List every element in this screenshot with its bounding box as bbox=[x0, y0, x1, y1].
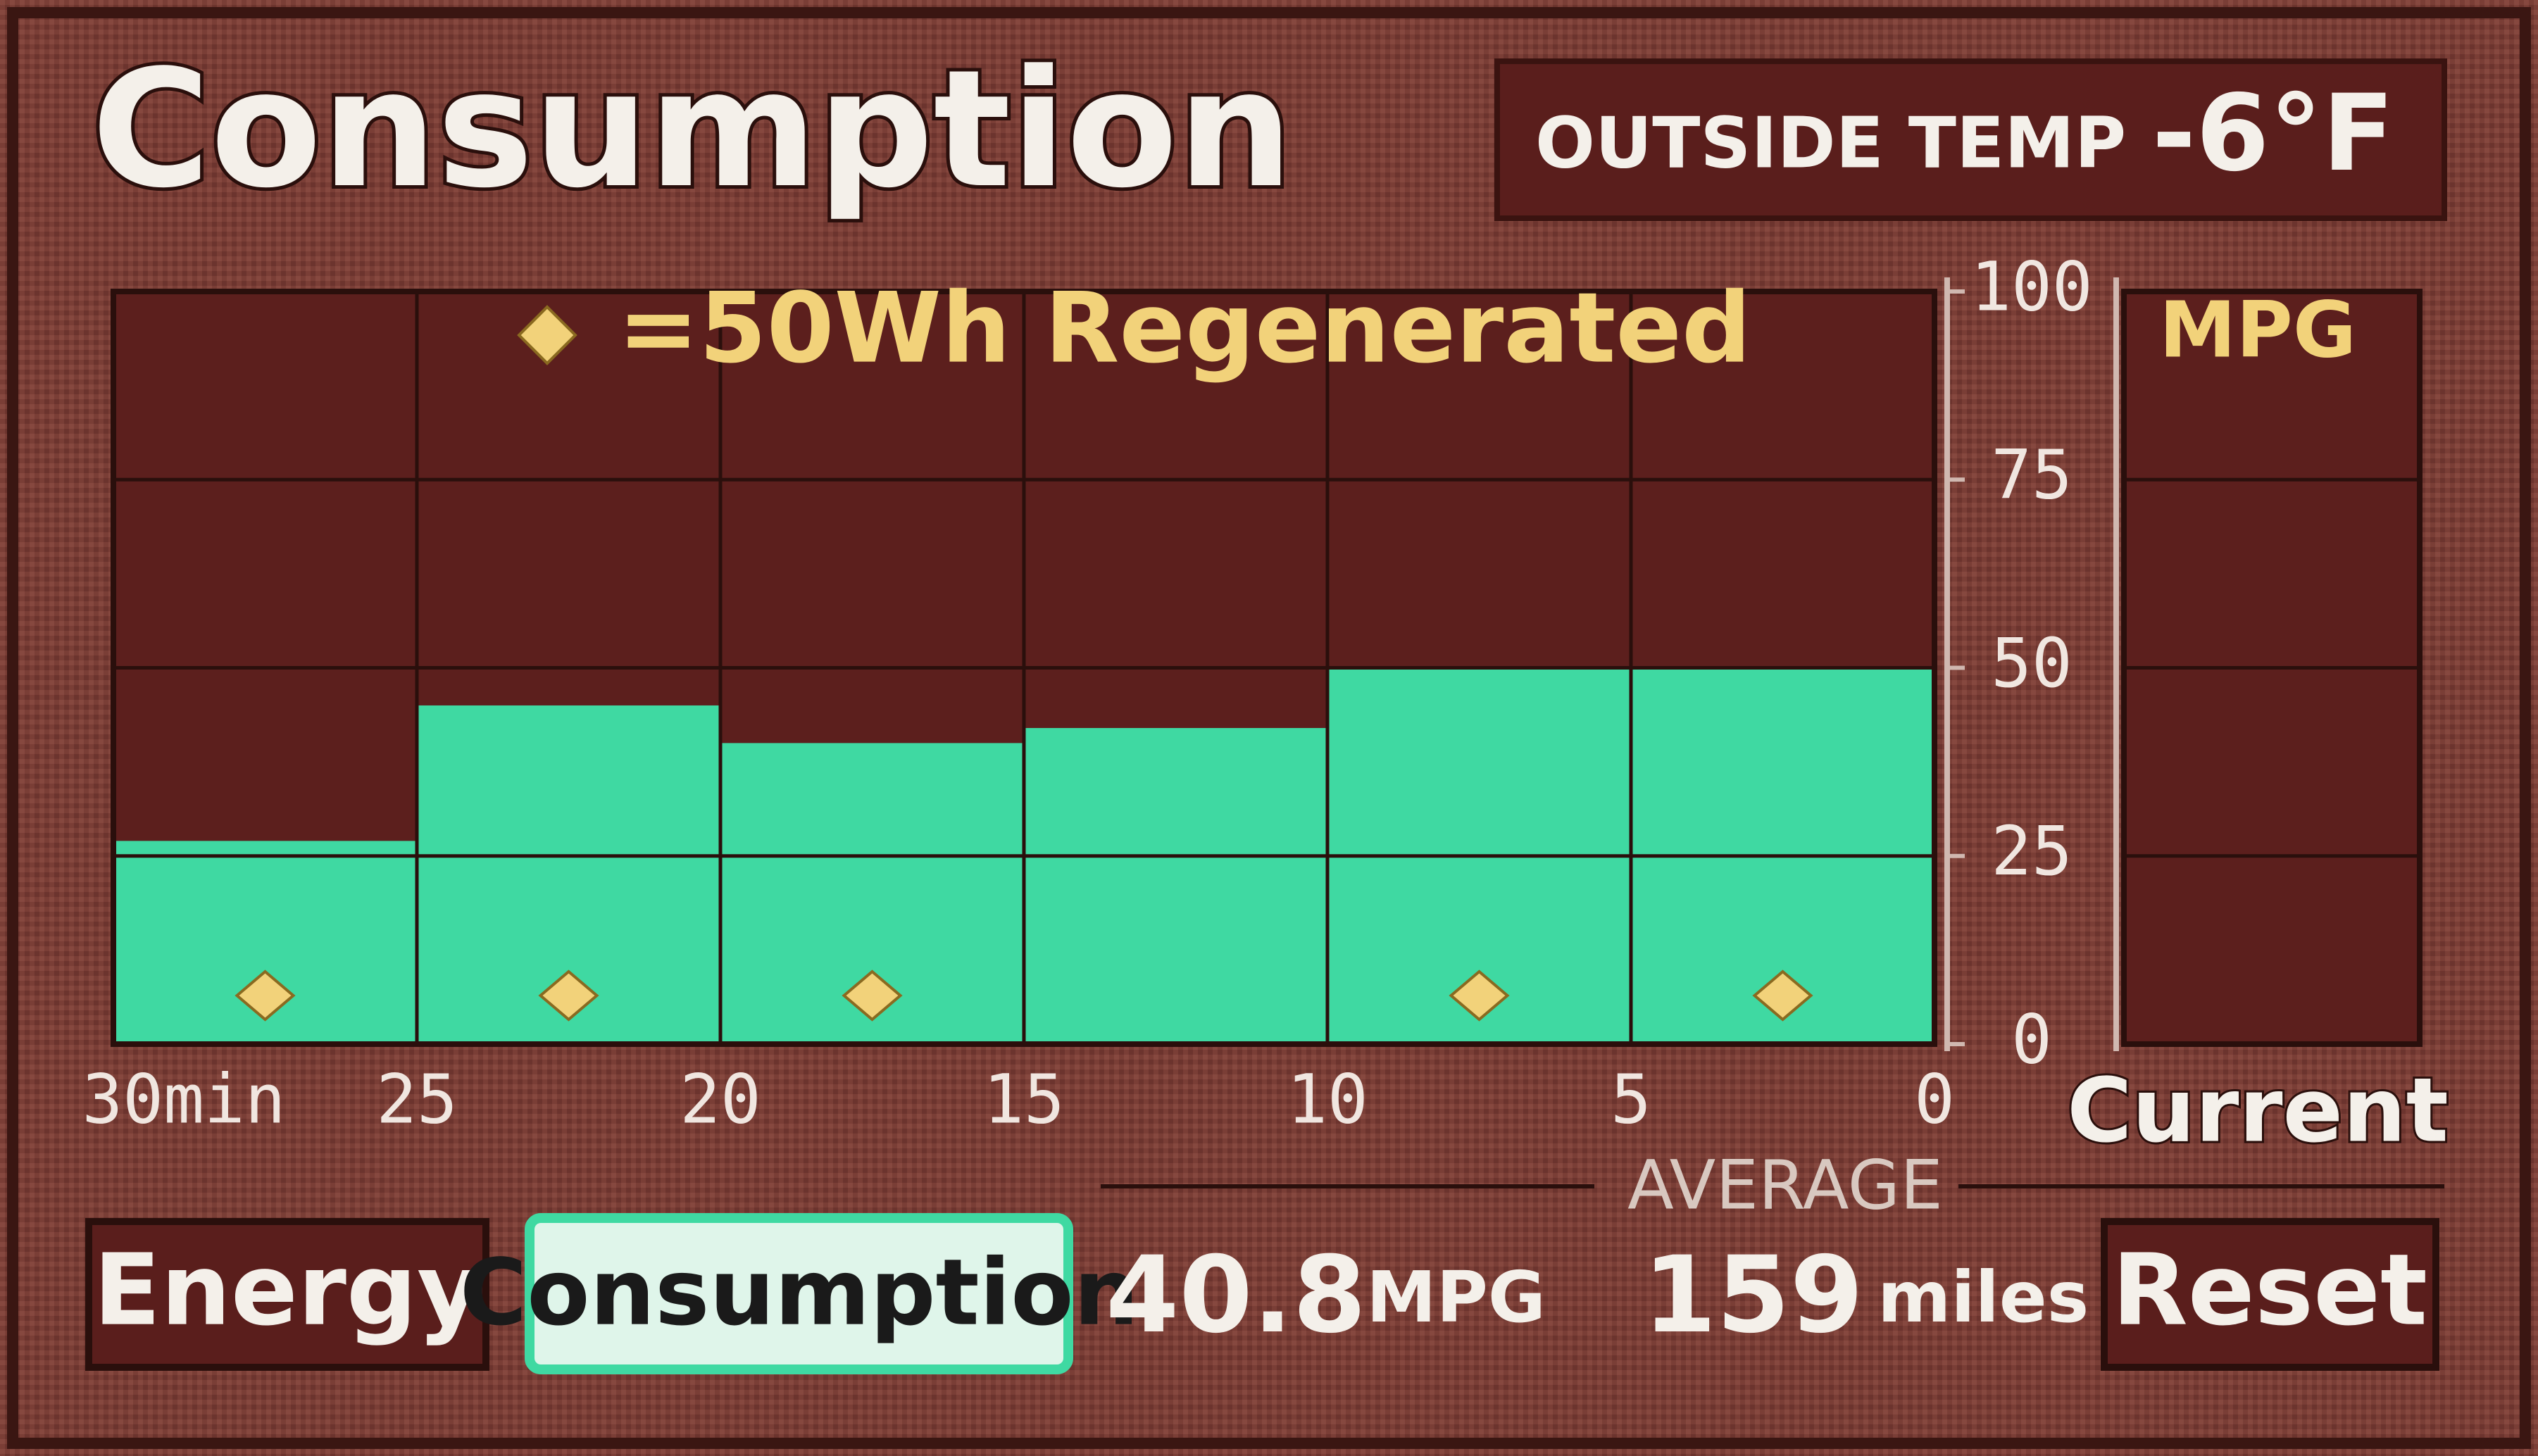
average-label: AVERAGE bbox=[1627, 1146, 1943, 1224]
button-label[interactable]: Consumption bbox=[460, 1239, 1139, 1346]
legend-text: =50Wh Regenerated bbox=[618, 272, 1751, 385]
miles-value: 159 bbox=[1643, 1234, 1863, 1357]
x-tick-label: 0 bbox=[1914, 1060, 1955, 1138]
regen-icon bbox=[842, 969, 903, 1022]
x-tick-label: 20 bbox=[680, 1060, 761, 1138]
mpg-value: 40.8 bbox=[1106, 1234, 1366, 1357]
average-mpg: 40.8MPG bbox=[1106, 1234, 1546, 1357]
x-tick-label: 10 bbox=[1287, 1060, 1368, 1138]
y-tick-label: 25 bbox=[1991, 812, 2073, 891]
temp-value: -6°F bbox=[2152, 73, 2394, 195]
temp-number: -6 bbox=[2152, 73, 2270, 195]
y-tick-label: 0 bbox=[2011, 1000, 2052, 1079]
y-tick-label: 100 bbox=[1970, 247, 2092, 326]
reset-button[interactable] bbox=[2101, 1218, 2439, 1371]
regen-icon bbox=[1449, 969, 1510, 1022]
x-tick-label: 25 bbox=[376, 1060, 458, 1138]
regen-icon bbox=[1752, 969, 1813, 1022]
average-miles: 159 miles bbox=[1643, 1234, 2089, 1357]
current-caption: Current bbox=[2067, 1059, 2449, 1162]
x-tick-label: 15 bbox=[983, 1060, 1065, 1138]
current-frame bbox=[2121, 289, 2423, 1047]
current-label: MPG bbox=[2159, 284, 2356, 375]
title: Consumption bbox=[92, 36, 1293, 224]
button-label[interactable]: Energy bbox=[94, 1234, 482, 1348]
regen-icon bbox=[538, 969, 599, 1022]
y-tick-label: 50 bbox=[1991, 624, 2073, 703]
temp-unit: °F bbox=[2270, 73, 2394, 195]
energy-button[interactable] bbox=[85, 1218, 489, 1371]
miles-unit: miles bbox=[1877, 1256, 2089, 1338]
button-label[interactable]: Reset bbox=[2112, 1234, 2427, 1348]
bar bbox=[1024, 728, 1327, 1044]
mpg-unit: MPG bbox=[1366, 1256, 1546, 1338]
temp-label: OUTSIDE TEMP bbox=[1535, 101, 2126, 184]
consumption-button[interactable] bbox=[525, 1213, 1073, 1374]
x-tick-label: 30min bbox=[82, 1060, 286, 1138]
x-tick-label: 5 bbox=[1611, 1060, 1651, 1138]
plot-frame bbox=[111, 289, 1937, 1047]
y-tick-label: 75 bbox=[1991, 436, 2073, 515]
legend-icon bbox=[517, 305, 577, 365]
temp-box bbox=[1494, 58, 2447, 221]
bezel bbox=[7, 7, 2531, 1449]
regen-icon bbox=[235, 969, 296, 1022]
